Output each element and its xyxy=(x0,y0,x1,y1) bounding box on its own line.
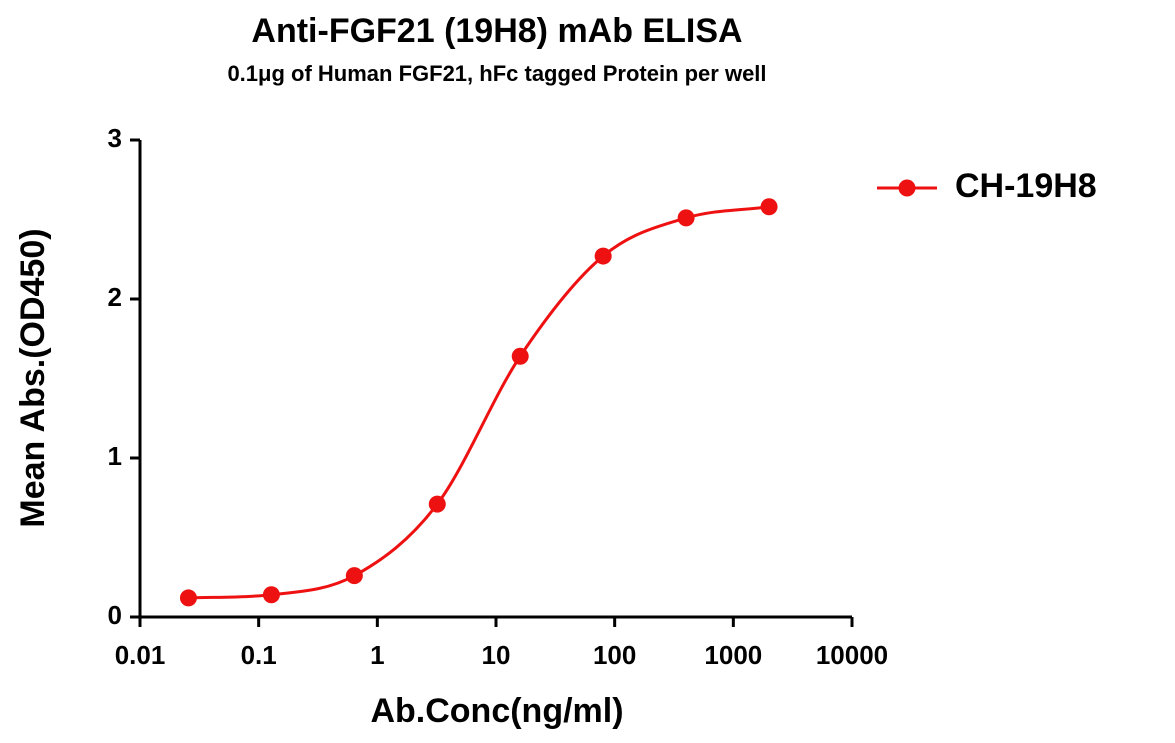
x-tick-label: 0.01 xyxy=(115,640,166,670)
legend-marker xyxy=(898,179,916,197)
y-tick-label: 1 xyxy=(108,441,122,471)
x-tick-label: 0.1 xyxy=(241,640,277,670)
y-tick-label: 2 xyxy=(108,282,122,312)
data-point xyxy=(760,198,778,216)
x-tick-label: 1 xyxy=(370,640,384,670)
series-line xyxy=(188,205,770,600)
data-point xyxy=(511,347,529,365)
y-axis-label: Mean Abs.(OD450) xyxy=(14,228,52,527)
chart-subtitle: 0.1μg of Human FGF21, hFc tagged Protein… xyxy=(227,61,766,86)
x-tick-label: 10000 xyxy=(816,640,888,670)
legend-label: CH-19H8 xyxy=(955,167,1097,205)
x-tick-label: 10 xyxy=(482,640,511,670)
data-point xyxy=(262,586,280,604)
y-tick-label: 0 xyxy=(108,600,122,630)
data-point xyxy=(428,495,446,513)
data-point xyxy=(179,589,197,607)
chart-title: Anti-FGF21 (19H8) mAb ELISA xyxy=(251,12,742,50)
x-tick-label: 1000 xyxy=(704,640,762,670)
data-point xyxy=(594,247,612,265)
data-point xyxy=(677,209,695,227)
x-tick-label: 100 xyxy=(593,640,636,670)
x-axis-label: Ab.Conc(ng/ml) xyxy=(370,692,623,730)
data-point xyxy=(345,567,363,585)
y-tick-label: 3 xyxy=(108,123,122,153)
